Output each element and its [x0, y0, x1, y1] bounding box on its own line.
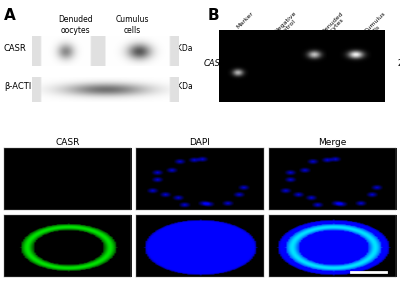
- Title: CASR: CASR: [56, 138, 80, 147]
- Text: CASR: CASR: [204, 59, 227, 68]
- Text: Marker: Marker: [236, 10, 255, 29]
- Text: Cumulus
cells: Cumulus cells: [364, 10, 391, 37]
- Text: Negative
control: Negative control: [274, 10, 301, 38]
- Title: Merge: Merge: [318, 138, 346, 147]
- Text: 263 bp: 263 bp: [398, 59, 400, 68]
- Text: 160 KDa: 160 KDa: [160, 44, 192, 53]
- Text: Denuded
oocytes: Denuded oocytes: [58, 16, 93, 35]
- Text: Denuded
oocytes: Denuded oocytes: [321, 10, 348, 38]
- Text: CASR: CASR: [4, 44, 27, 53]
- Title: DAPI: DAPI: [190, 138, 210, 147]
- Text: β-ACTIN: β-ACTIN: [4, 82, 38, 91]
- Text: B: B: [208, 8, 219, 23]
- Text: A: A: [4, 8, 16, 23]
- Text: C: C: [4, 148, 15, 163]
- Text: 40 KDa: 40 KDa: [165, 82, 192, 91]
- Text: Cumulus
cells: Cumulus cells: [116, 16, 149, 35]
